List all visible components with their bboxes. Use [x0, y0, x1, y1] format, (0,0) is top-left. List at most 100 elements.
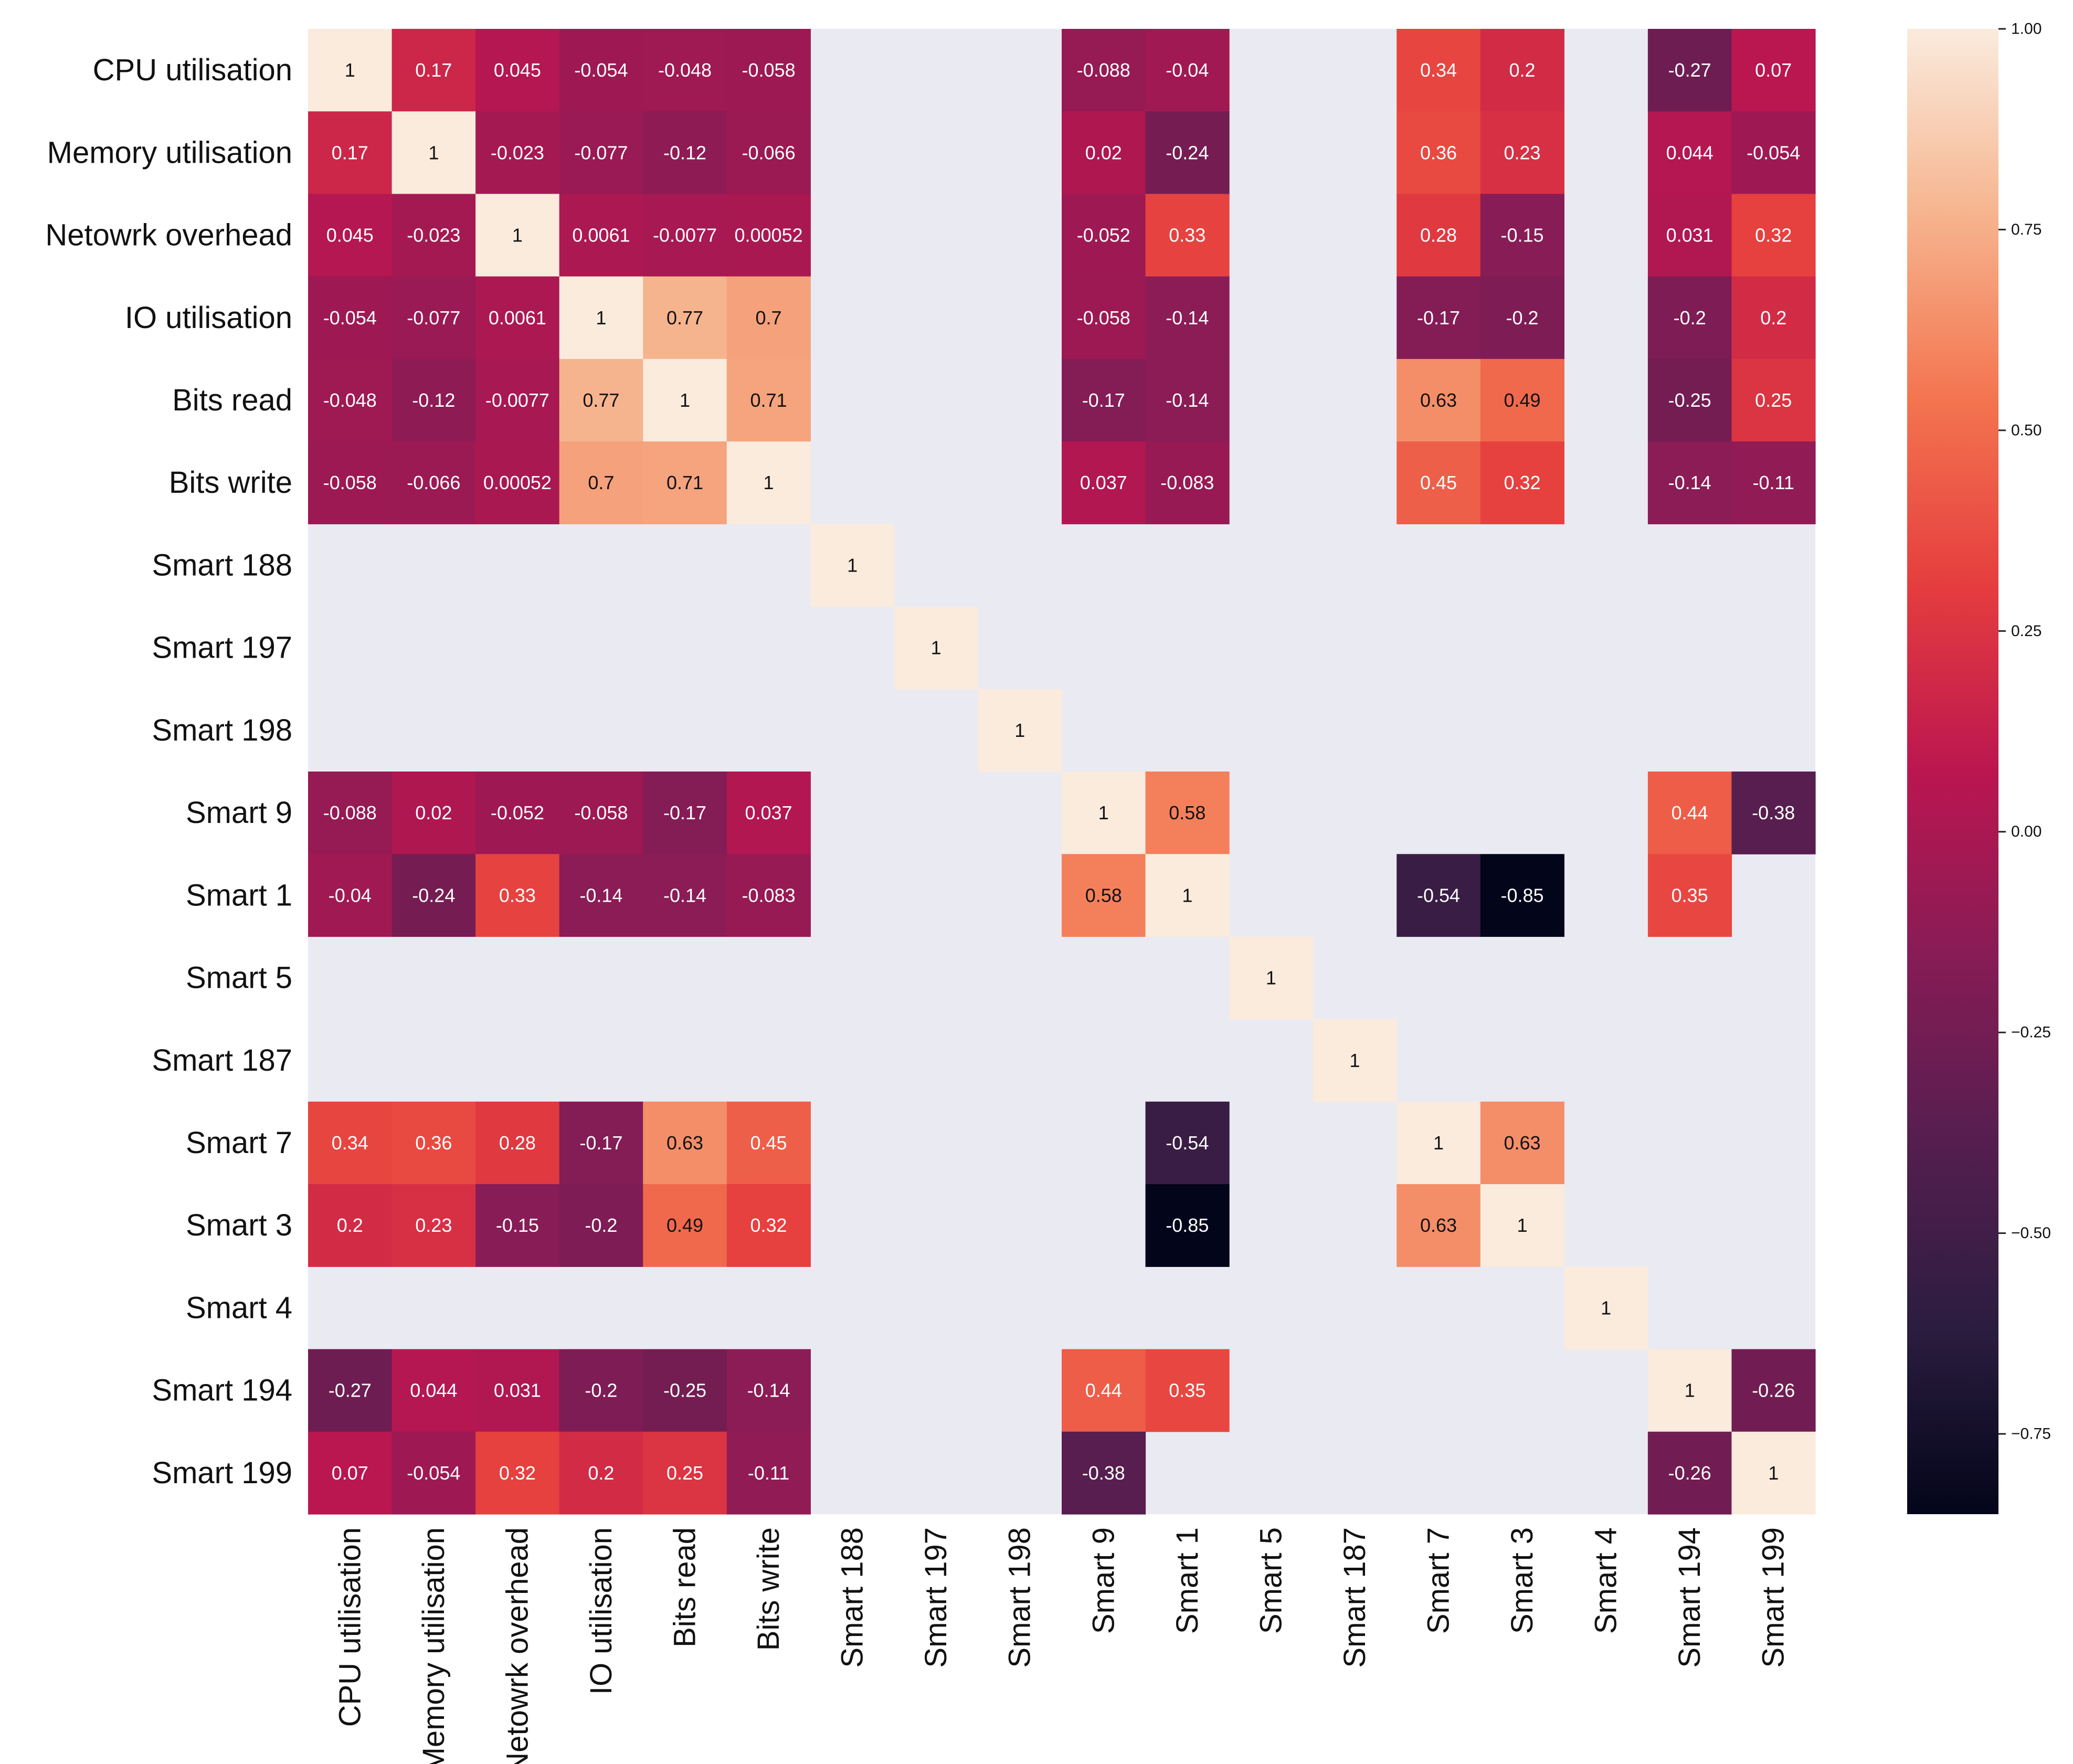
- cell-value-label: 0.63: [1420, 389, 1457, 411]
- cell-value-label: -0.077: [407, 307, 460, 329]
- heatmap-cell: [726, 772, 811, 854]
- cell-value-label: 0.0061: [572, 225, 630, 246]
- colorbar-tick-label: −0.75: [2011, 1425, 2051, 1443]
- cell-value-label: 0.49: [667, 1214, 703, 1236]
- y-axis-tick-labels: CPU utilisation Memory utilisation Netowrk…: [45, 53, 292, 1490]
- cell-value-label: 0.35: [1169, 1380, 1205, 1401]
- cell-value-label: -0.2: [585, 1380, 617, 1401]
- cell-value-label: 0.2: [337, 1214, 363, 1236]
- heatmap-cell: [475, 111, 560, 195]
- heatmap-cell: [308, 276, 393, 360]
- heatmap-cell: [726, 1349, 811, 1432]
- cell-value-label: -0.38: [1082, 1462, 1125, 1484]
- cell-value-label: -0.24: [1166, 142, 1209, 163]
- cell-value-label: 1: [1098, 802, 1109, 823]
- cell-value-label: 0.63: [1420, 1214, 1457, 1236]
- heatmap-cell: [1397, 29, 1481, 112]
- cell-value-label: -0.27: [329, 1380, 372, 1401]
- cell-value-label: 0.23: [415, 1214, 452, 1236]
- heatmap-cell: [1397, 854, 1481, 937]
- heatmap-cell: [1731, 194, 1816, 277]
- heatmap-cell: [643, 441, 727, 524]
- x-tick-label: Netowrk overhead: [500, 1527, 534, 1764]
- cell-value-label: -0.17: [579, 1132, 622, 1154]
- cell-value-label: -0.24: [412, 884, 455, 906]
- heatmap-cell: [559, 1349, 643, 1432]
- cell-value-label: -0.066: [742, 142, 796, 163]
- cell-value-label: 1: [1014, 720, 1025, 741]
- heatmap-cell: [392, 1349, 476, 1432]
- cell-value-label: 0.2: [588, 1462, 614, 1484]
- heatmap-cell: [1480, 358, 1564, 442]
- heatmap-cell: [475, 358, 560, 442]
- cell-value-label: 0.45: [1420, 472, 1457, 493]
- cell-value-label: -0.0077: [485, 389, 549, 411]
- heatmap-cell: [1731, 358, 1816, 442]
- heatmap-cell: [308, 194, 393, 277]
- cell-value-label: -0.12: [412, 389, 455, 411]
- cell-value-label: 0.2: [1760, 307, 1786, 329]
- cell-value-label: -0.12: [663, 142, 706, 163]
- colorbar-gradient: [1907, 29, 1998, 1514]
- cell-value-label: 0.02: [1085, 142, 1122, 163]
- colorbar-tick-label: 0.00: [2011, 823, 2042, 840]
- heatmap-cell: [726, 854, 811, 937]
- heatmap-cell: [1647, 194, 1732, 277]
- heatmap-cell: [1647, 1349, 1732, 1432]
- heatmap-cell: [308, 1349, 393, 1432]
- x-axis-tick-labels: CPU utilisation Memory utilisation Netowrk…: [333, 1527, 1790, 1764]
- colorbar-tick-label: 0.25: [2011, 622, 2042, 640]
- heatmap-cell: [475, 276, 560, 360]
- cell-value-label: -0.14: [1668, 472, 1711, 493]
- heatmap-cell: [726, 441, 811, 524]
- heatmap-cell: [1062, 111, 1146, 195]
- cell-value-label: 0.36: [415, 1132, 452, 1154]
- cell-value-label: 0.34: [332, 1132, 368, 1154]
- heatmap-cell: [1564, 1266, 1648, 1350]
- x-tick-label: Bits read: [668, 1527, 702, 1647]
- heatmap-cell: [392, 358, 476, 442]
- cell-value-label: 0.7: [588, 472, 614, 493]
- cell-value-label: 0.63: [1504, 1132, 1541, 1154]
- heatmap-cell: [1647, 276, 1732, 360]
- cell-value-label: 0.32: [1755, 225, 1792, 246]
- cell-value-label: -0.052: [1077, 225, 1130, 246]
- x-tick-label: Smart 198: [1003, 1527, 1037, 1668]
- colorbar-tick-label: 1.00: [2011, 20, 2042, 38]
- heatmap-cell: [1062, 441, 1146, 524]
- heatmap-cell: [392, 29, 476, 112]
- cell-value-label: 0.63: [667, 1132, 703, 1154]
- heatmap-cell: [1145, 29, 1230, 112]
- heatmap-cell: [1397, 276, 1481, 360]
- heatmap-cell: [392, 1431, 476, 1515]
- heatmap-cell: [1731, 29, 1816, 112]
- y-tick-label: Netowrk overhead: [45, 218, 292, 252]
- cell-value-label: -0.077: [574, 142, 628, 163]
- heatmap-cell: [392, 1184, 476, 1267]
- cell-value-label: 1: [1266, 967, 1276, 989]
- cell-value-label: -0.54: [1417, 884, 1460, 906]
- colorbar-ticks: 1.00 0.75 0.50 0.25 0.00 −0.25 −0.50 −0.75: [1998, 20, 2051, 1443]
- x-tick-label: Smart 7: [1422, 1527, 1456, 1634]
- heatmap-cell: [1062, 358, 1146, 442]
- heatmap-cell: [643, 111, 727, 195]
- heatmap-cell: [643, 1184, 727, 1267]
- cell-value-label: -0.058: [742, 59, 796, 81]
- cell-value-label: -0.083: [1160, 472, 1214, 493]
- cell-value-label: 1: [1768, 1462, 1779, 1484]
- cell-value-label: 0.28: [499, 1132, 536, 1154]
- heatmap-cell: [559, 1101, 643, 1185]
- cell-value-label: -0.15: [1501, 225, 1544, 246]
- cell-value-label: 0.17: [332, 142, 368, 163]
- colorbar: 1.00 0.75 0.50 0.25 0.00 −0.25 −0.50 −0.75: [1907, 20, 2051, 1514]
- cell-value-label: 0.35: [1672, 884, 1708, 906]
- cell-value-label: 1: [1182, 884, 1192, 906]
- x-tick-label: Bits write: [752, 1527, 786, 1651]
- cell-value-label: -0.088: [1077, 59, 1130, 81]
- heatmap-cell: [1062, 276, 1146, 360]
- heatmap-cells: 1 0.17 0.045 -0.054 -0.048 -0.058 -0.088 -0.04 0…: [308, 29, 1816, 1515]
- cell-value-label: -0.058: [574, 802, 628, 823]
- heatmap-cell: [308, 1184, 393, 1267]
- heatmap-cell: [308, 1431, 393, 1515]
